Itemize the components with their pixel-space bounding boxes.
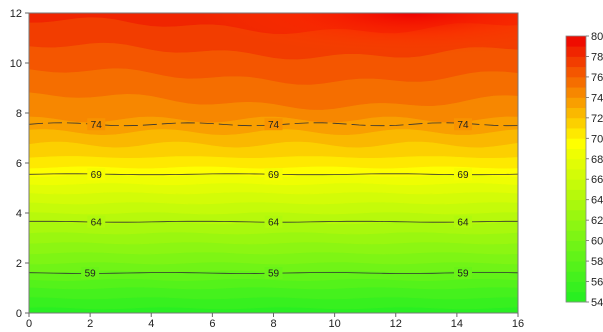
colorbar-tick-label: 64 [591, 195, 603, 207]
contour-label-74: 74 [457, 120, 469, 131]
colorbar-frame [565, 35, 587, 303]
x-tick-label: 4 [148, 318, 154, 330]
colorbar-tick-label: 80 [591, 31, 603, 43]
contour-label-bg [81, 267, 100, 279]
hotspot-fill [29, 13, 518, 73]
y-tick-label: 6 [16, 158, 22, 170]
contour-label-bg [264, 118, 283, 131]
colorbar-segment [566, 189, 586, 201]
colorbar-segment [566, 128, 586, 139]
colorbar-segment [566, 240, 586, 252]
colorbar-tick-label: 68 [591, 154, 603, 166]
y-tick-label: 4 [16, 208, 22, 220]
colorbar-segment [566, 230, 586, 242]
colorbar: 54 56 58 60 62 64 66 68 70 72 74 76 78 80 [565, 31, 603, 309]
contour-label-69: 69 [91, 170, 103, 181]
x-tick-label: 2 [87, 318, 93, 330]
contour-label-bg [87, 118, 106, 131]
contour-label-bg [87, 215, 106, 228]
y-tick-label: 0 [16, 308, 22, 320]
colorbar-tick-label: 76 [591, 72, 603, 84]
hotspot-region [29, 13, 518, 73]
colorbar-segment [566, 138, 586, 149]
contour-label-59: 59 [268, 269, 280, 280]
contour-label-bg [453, 215, 472, 228]
colorbar-tick-label: 72 [591, 113, 603, 125]
colorbar-tick-label: 54 [591, 297, 603, 309]
band-61 [29, 241, 518, 255]
contour-labels: 59 59 59 64 64 64 69 69 69 74 74 74 [81, 118, 472, 280]
colorbar-segment [566, 117, 586, 129]
contour-label-59: 59 [457, 269, 469, 280]
colorbar-tick-label: 62 [591, 215, 603, 227]
colorbar-segment [566, 36, 586, 47]
y-tick-label: 8 [16, 108, 22, 120]
x-axis: 0 2 4 6 8 10 12 14 16 [26, 313, 524, 330]
contour-label-59: 59 [85, 269, 97, 280]
colorbar-segment [566, 46, 586, 57]
contour-label-64: 64 [91, 217, 103, 228]
colorbar-segment [566, 56, 586, 68]
colorbar-tick-label: 66 [591, 174, 603, 186]
colorbar-segment [566, 148, 586, 160]
x-tick-label: 0 [26, 318, 32, 330]
colorbar-segment [566, 291, 586, 303]
colorbar-tick-label: 56 [591, 277, 603, 289]
colorbar-tick-label: 78 [591, 51, 603, 63]
contour-label-bg [453, 118, 472, 131]
colorbar-segment [566, 281, 586, 293]
colorbar-segment [566, 271, 586, 282]
x-tick-label: 10 [329, 318, 341, 330]
contour-label-bg [264, 267, 283, 279]
contour-label-64: 64 [457, 217, 469, 228]
colorbar-tick-label: 60 [591, 236, 603, 248]
colorbar-segment [566, 179, 586, 190]
colorbar-tick-label: 74 [591, 92, 603, 104]
contour-label-bg [453, 267, 472, 279]
colorbar-segment [566, 107, 586, 119]
y-axis: 0 2 4 6 8 10 12 [10, 8, 29, 320]
colorbar-segment [566, 199, 586, 211]
contour-label-bg [264, 215, 283, 228]
band-66 [29, 191, 518, 205]
colorbar-segment [566, 158, 586, 170]
contour-label-bg [87, 168, 106, 181]
x-tick-label: 8 [270, 318, 276, 330]
y-tick-label: 2 [16, 258, 22, 270]
y-tick-label: 10 [10, 58, 22, 70]
x-tick-label: 6 [209, 318, 215, 330]
x-tick-label: 16 [512, 318, 524, 330]
colorbar-segment [566, 76, 586, 88]
contour-label-bg [453, 168, 472, 181]
contour-label-bg [264, 168, 283, 181]
colorbar-segment [566, 87, 586, 98]
contour-label-69: 69 [268, 170, 280, 181]
band-70 [29, 155, 518, 169]
contour-line-74 [29, 122, 518, 127]
colorbar-segment [566, 97, 586, 109]
colorbar-tick-label: 58 [591, 256, 603, 268]
colorbar-segment [566, 220, 586, 231]
colorbar-segment [566, 66, 586, 78]
contour-label-69: 69 [457, 170, 469, 181]
colorbar-segment [566, 261, 586, 272]
colorbar-segment [566, 250, 586, 262]
colorbar-tick-label: 70 [591, 133, 603, 145]
contour-label-64: 64 [268, 217, 280, 228]
contour-label-74: 74 [268, 120, 280, 131]
contour-label-74: 74 [91, 120, 103, 131]
x-tick-label: 14 [451, 318, 463, 330]
colorbar-segment [566, 169, 586, 180]
colorbar-segment [566, 209, 586, 221]
y-tick-label: 12 [10, 8, 22, 20]
x-tick-label: 12 [390, 318, 402, 330]
